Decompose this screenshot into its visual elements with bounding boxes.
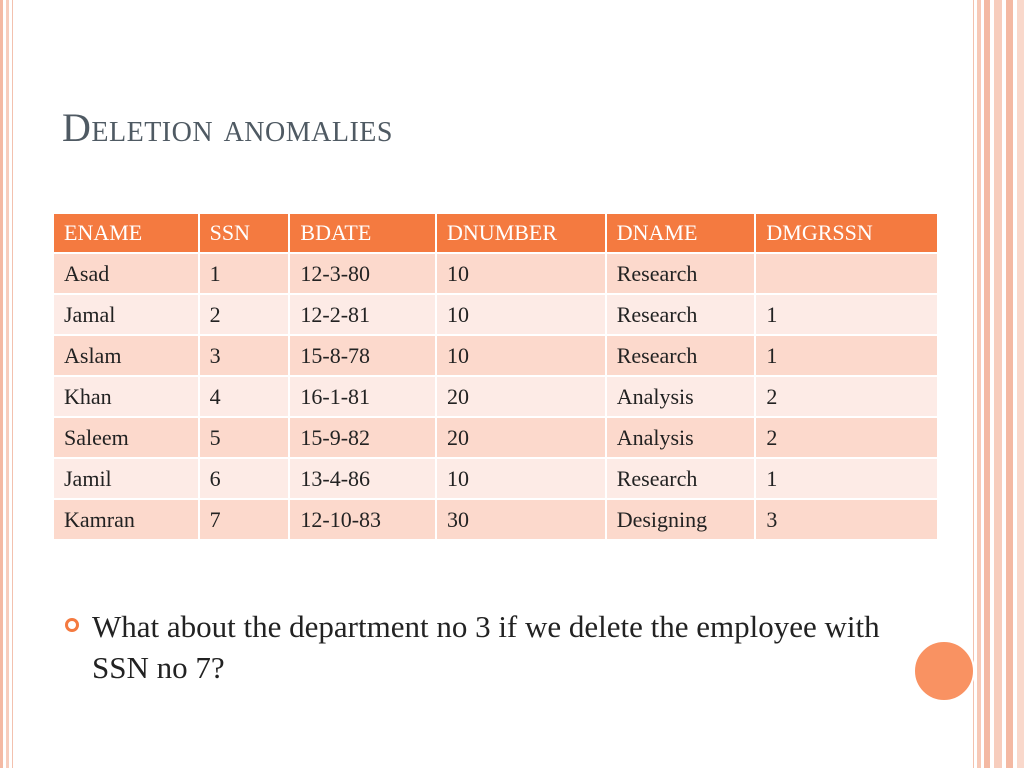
- table-cell: 12-3-80: [288, 252, 438, 295]
- bullet-text: What about the department no 3 if we del…: [92, 609, 880, 685]
- table-cell: 10: [435, 334, 607, 377]
- table-cell: 16-1-81: [288, 375, 438, 418]
- table-cell: 20: [435, 375, 607, 418]
- right-border-stripe: [1017, 0, 1024, 768]
- table-cell: 10: [435, 252, 607, 295]
- table-cell: 15-8-78: [288, 334, 438, 377]
- left-border-stripe: [0, 0, 3, 768]
- table-cell: 12-10-83: [288, 498, 438, 541]
- employee-table: ENAME SSN BDATE DNUMBER DNAME DMGRSSN As…: [52, 212, 939, 541]
- table-cell: 6: [197, 457, 291, 500]
- column-header-dname: DNAME: [604, 212, 757, 254]
- table-cell: Analysis: [604, 375, 757, 418]
- table-cell: 2: [754, 416, 939, 459]
- column-header-dnumber: DNUMBER: [435, 212, 607, 254]
- table-cell: 20: [435, 416, 607, 459]
- table-cell: Asad: [52, 252, 200, 295]
- table-cell: 3: [754, 498, 939, 541]
- table-row: Asad 1 12-3-80 10 Research: [52, 252, 939, 295]
- table-row: Kamran 7 12-10-83 30 Designing 3: [52, 498, 939, 541]
- table-cell: 3: [197, 334, 291, 377]
- right-border-stripe: [1006, 0, 1013, 768]
- table-cell: Khan: [52, 375, 200, 418]
- right-border-stripe: [994, 0, 1002, 768]
- table-cell: 5: [197, 416, 291, 459]
- table-cell: 15-9-82: [288, 416, 438, 459]
- column-header-dmgrssn: DMGRSSN: [754, 212, 939, 254]
- table-cell: 12-2-81: [288, 293, 438, 336]
- decorative-orange-circle: [913, 640, 975, 702]
- table-cell: 1: [197, 252, 291, 295]
- table-cell: Research: [604, 457, 757, 500]
- table-cell: 10: [435, 457, 607, 500]
- table-cell: Aslam: [52, 334, 200, 377]
- table-cell: 1: [754, 334, 939, 377]
- table-cell: [754, 252, 939, 295]
- table-cell: Research: [604, 293, 757, 336]
- table-header-row: ENAME SSN BDATE DNUMBER DNAME DMGRSSN: [52, 212, 939, 254]
- right-border-stripe: [977, 0, 981, 768]
- table-row: Saleem 5 15-9-82 20 Analysis 2: [52, 416, 939, 459]
- column-header-ssn: SSN: [197, 212, 291, 254]
- column-header-bdate: BDATE: [288, 212, 438, 254]
- table-cell: Jamil: [52, 457, 200, 500]
- table-row: Aslam 3 15-8-78 10 Research 1: [52, 334, 939, 377]
- slide-title: Deletion anomalies: [62, 105, 393, 150]
- table-cell: 1: [754, 457, 939, 500]
- table-cell: 30: [435, 498, 607, 541]
- bullet-item: What about the department no 3 if we del…: [64, 606, 894, 688]
- table-cell: Saleem: [52, 416, 200, 459]
- table-cell: Kamran: [52, 498, 200, 541]
- table-row: Jamil 6 13-4-86 10 Research 1: [52, 457, 939, 500]
- table-cell: 1: [754, 293, 939, 336]
- table-cell: 4: [197, 375, 291, 418]
- table-cell: 13-4-86: [288, 457, 438, 500]
- column-header-ename: ENAME: [52, 212, 200, 254]
- table-row: Khan 4 16-1-81 20 Analysis 2: [52, 375, 939, 418]
- table-cell: 2: [197, 293, 291, 336]
- table-cell: 7: [197, 498, 291, 541]
- table-cell: Jamal: [52, 293, 200, 336]
- table-cell: 2: [754, 375, 939, 418]
- table-cell: Research: [604, 334, 757, 377]
- right-border-stripe: [984, 0, 990, 768]
- table-row: Jamal 2 12-2-81 10 Research 1: [52, 293, 939, 336]
- left-border-stripe: [6, 0, 9, 768]
- table-cell: 10: [435, 293, 607, 336]
- table-cell: Analysis: [604, 416, 757, 459]
- table-cell: Designing: [604, 498, 757, 541]
- table-cell: Research: [604, 252, 757, 295]
- orange-ring-bullet-icon: [65, 618, 79, 632]
